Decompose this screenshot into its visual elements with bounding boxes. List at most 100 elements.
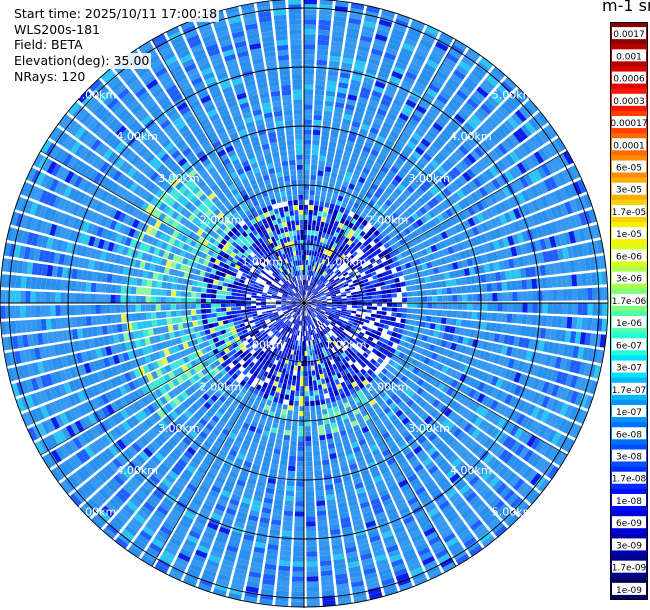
ray-gate [321, 580, 334, 587]
ray-gate [383, 161, 392, 170]
ray-gate [392, 298, 398, 303]
ray-gate [345, 145, 353, 152]
ray-gate [527, 254, 535, 266]
ray-gate [344, 274, 350, 279]
ray-gate [335, 293, 342, 296]
ray-gate [305, 421, 311, 427]
ray-gate [304, 74, 314, 80]
ray-gate [332, 274, 338, 279]
ray-gate [304, 149, 311, 155]
ray-gate [311, 276, 314, 282]
ray-gate [456, 89, 468, 101]
ray-gate [532, 290, 538, 301]
ray-gate [471, 226, 480, 236]
ray-gate [383, 52, 397, 61]
ray-gate [482, 303, 488, 311]
ray-gate [309, 189, 315, 196]
ray-gate [321, 284, 326, 289]
ray-gate [425, 111, 437, 121]
ray-gate [428, 219, 437, 228]
ray-gate [427, 303, 433, 309]
ray-gate [559, 330, 567, 342]
ray-gate [484, 196, 494, 207]
ray-gate [378, 130, 388, 139]
ray-gate [420, 215, 428, 224]
ray-gate [310, 260, 313, 266]
ray-gate [546, 315, 553, 327]
ray-gate [325, 90, 336, 97]
ray-gate [319, 201, 325, 207]
ray-gate [316, 510, 327, 517]
ray-gate [539, 238, 547, 251]
ray-gate [506, 313, 513, 323]
ray-gate [355, 54, 368, 63]
ray-gate [391, 212, 399, 220]
ray-gate [330, 272, 336, 278]
ray-gate [389, 321, 396, 327]
ray-gate [533, 133, 545, 147]
ray-gate [362, 240, 369, 247]
ray-gate [350, 289, 356, 293]
ray-gate [312, 440, 319, 447]
ray-gate [481, 341, 489, 351]
ray-gate [426, 315, 432, 322]
ray-gate [382, 94, 393, 103]
ray-gate [350, 178, 358, 186]
ray-gate [578, 228, 586, 242]
ray-gate [422, 240, 430, 248]
ray-gate [510, 246, 518, 257]
ray-gate [304, 59, 315, 65]
ray-gate [356, 305, 362, 309]
ray-gate [517, 291, 523, 301]
ray-gate [278, 565, 291, 572]
ray-gate [339, 267, 345, 273]
ray-gate [489, 206, 499, 217]
ray-gate [395, 157, 405, 166]
ray-gate [370, 183, 379, 191]
ray-gate [317, 210, 323, 217]
ray-gate [304, 194, 309, 200]
ray-gate [306, 290, 309, 296]
ray-gate [353, 238, 360, 245]
ray-gate [353, 244, 359, 251]
ray-gate [440, 148, 451, 158]
ray-gate [435, 258, 443, 266]
ray-gate [318, 19, 331, 26]
ray-gate [345, 266, 351, 272]
ray-gate [421, 309, 428, 315]
ray-gate [314, 475, 323, 482]
ray-gate [299, 411, 304, 417]
ray-gate [355, 227, 362, 234]
ray-gate [531, 199, 540, 212]
ray-gate [428, 54, 442, 65]
ray-gate [452, 192, 462, 202]
ray-gate [586, 317, 593, 331]
ray-gate [411, 57, 424, 67]
ray-gate [526, 314, 533, 325]
ray-gate [321, 186, 328, 192]
ray-gate [432, 296, 438, 302]
ray-gate [306, 300, 312, 303]
ray-gate [387, 195, 396, 204]
ray-gate [350, 235, 356, 242]
ray-gate [330, 291, 336, 295]
ray-gate [482, 78, 496, 91]
ray-gate [309, 287, 313, 292]
ray-gate [394, 174, 403, 183]
ray-gate [492, 303, 498, 312]
ray-gate [501, 156, 512, 169]
ray-gate [550, 140, 562, 154]
ray-gate [294, 400, 299, 407]
ray-gate [311, 303, 317, 305]
ray-gate [424, 276, 431, 283]
ray-gate [364, 250, 371, 257]
ray-gate [362, 226, 369, 234]
ray-gate [516, 192, 526, 204]
ray-gate [370, 207, 378, 215]
ray-gate [599, 255, 606, 269]
ray-gate [332, 162, 340, 169]
ray-gate [397, 303, 403, 308]
ray-gate [356, 138, 365, 146]
ray-gate [391, 70, 403, 80]
ray-gate [295, 501, 304, 507]
